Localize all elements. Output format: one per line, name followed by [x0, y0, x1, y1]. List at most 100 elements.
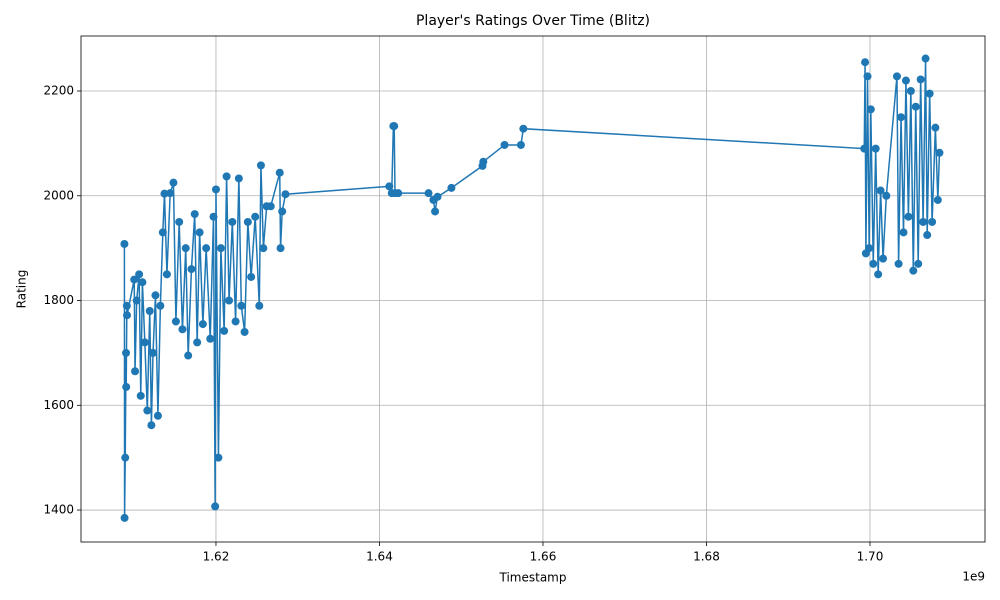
marker	[921, 54, 930, 63]
marker	[865, 244, 874, 253]
marker	[151, 291, 160, 300]
marker	[122, 301, 131, 310]
y-tick-label: 2200	[43, 84, 74, 98]
marker	[861, 58, 870, 67]
marker	[216, 244, 225, 253]
marker	[156, 301, 165, 310]
marker	[923, 231, 932, 240]
marker	[928, 217, 937, 226]
marker	[122, 382, 131, 391]
marker	[876, 186, 885, 195]
marker	[120, 239, 129, 248]
marker	[882, 191, 891, 200]
marker	[894, 259, 903, 268]
marker	[909, 266, 918, 275]
marker	[914, 259, 923, 268]
y-axis-label: Rating	[15, 270, 29, 309]
marker	[162, 270, 171, 279]
marker	[447, 183, 456, 192]
marker	[195, 228, 204, 237]
marker	[225, 296, 234, 305]
marker	[121, 453, 130, 462]
marker	[214, 453, 223, 462]
marker	[231, 317, 240, 326]
marker	[899, 228, 908, 237]
marker	[175, 217, 184, 226]
marker	[906, 87, 915, 95]
marker	[237, 301, 246, 310]
x-tick-label: 1.62	[203, 550, 230, 564]
marker	[874, 270, 883, 279]
marker	[251, 212, 260, 221]
marker	[122, 348, 131, 357]
marker	[198, 320, 207, 329]
marker	[275, 168, 284, 177]
marker	[931, 123, 940, 132]
marker	[390, 122, 399, 131]
marker	[138, 278, 147, 287]
x-tick-label: 1.64	[366, 550, 393, 564]
marker	[145, 307, 154, 315]
marker	[394, 189, 403, 198]
marker	[879, 254, 888, 263]
marker	[147, 421, 156, 430]
marker	[516, 140, 525, 149]
y-tick-label: 1400	[43, 503, 74, 517]
chart-title: Player's Ratings Over Time (Blitz)	[416, 13, 650, 29]
marker	[209, 212, 218, 221]
x-axis-label: Timestamp	[499, 571, 567, 585]
marker	[866, 105, 875, 114]
marker	[149, 348, 158, 357]
marker	[171, 317, 180, 326]
marker	[169, 178, 178, 187]
marker	[190, 210, 199, 219]
marker	[181, 244, 190, 253]
marker	[278, 207, 287, 216]
marker	[132, 296, 141, 305]
x-tick-label: 1.68	[693, 550, 720, 564]
marker	[276, 244, 285, 253]
marker	[424, 189, 433, 198]
marker	[500, 140, 509, 149]
marker	[131, 367, 140, 376]
marker	[911, 102, 920, 111]
marker	[202, 244, 211, 253]
marker	[869, 259, 878, 268]
marker	[933, 195, 942, 204]
marker	[916, 75, 925, 84]
marker	[140, 338, 149, 347]
marker	[206, 334, 215, 343]
marker	[247, 272, 256, 281]
marker	[935, 148, 944, 157]
marker	[136, 391, 145, 400]
marker	[187, 265, 196, 274]
marker	[281, 190, 290, 199]
marker	[143, 406, 152, 415]
marker	[433, 192, 442, 201]
y-tick-label: 1800	[43, 293, 74, 307]
marker	[385, 182, 394, 191]
marker	[240, 327, 249, 336]
marker	[479, 157, 488, 166]
plot-frame	[80, 35, 986, 543]
marker	[158, 228, 167, 237]
marker	[255, 301, 264, 310]
marker	[259, 244, 268, 253]
x-tick-label: 1.70	[857, 550, 884, 564]
line	[123, 58, 941, 518]
marker	[123, 311, 132, 320]
marker	[211, 502, 220, 511]
marker	[160, 189, 169, 198]
marker	[860, 144, 869, 153]
marker	[211, 185, 220, 194]
marker	[892, 72, 901, 81]
marker	[120, 513, 129, 522]
marker	[901, 76, 910, 85]
x-offset-label: 1e9	[962, 570, 985, 584]
marker	[234, 174, 243, 183]
marker	[166, 189, 175, 198]
marker	[135, 270, 144, 279]
marker	[130, 275, 139, 284]
marker	[925, 89, 934, 98]
